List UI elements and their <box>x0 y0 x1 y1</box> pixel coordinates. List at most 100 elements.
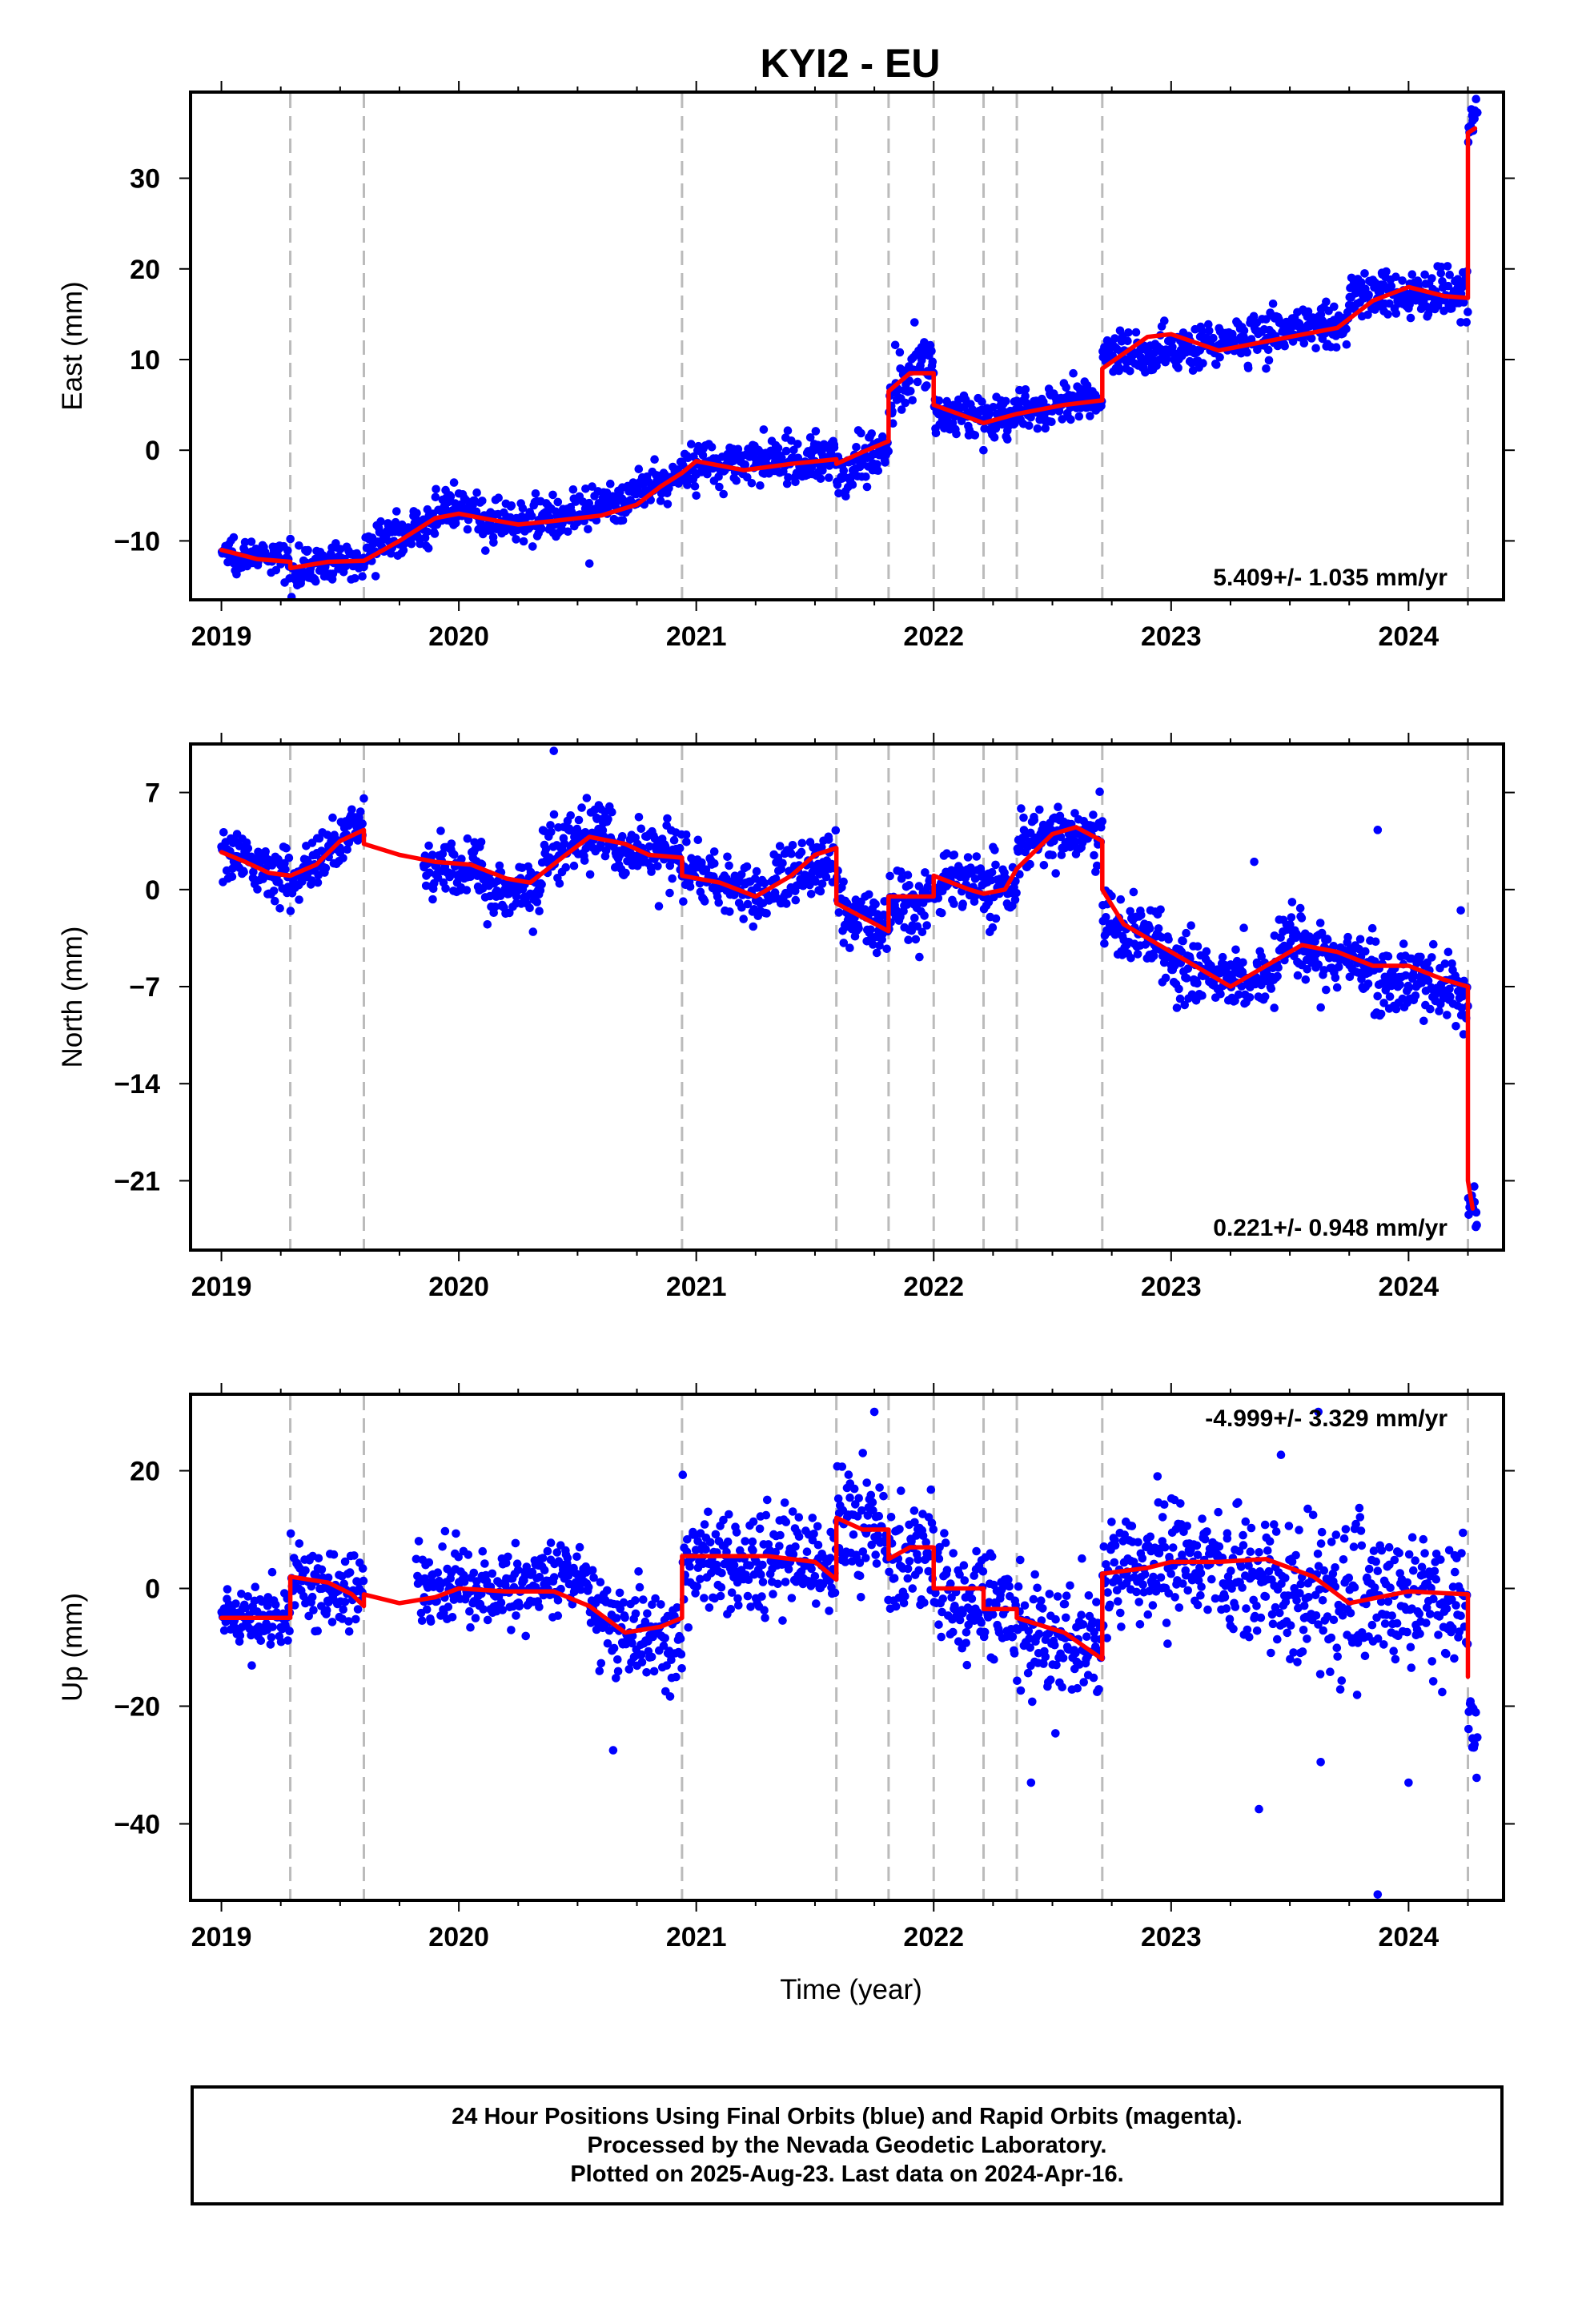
north-y-axis-label: North (mm) <box>57 927 88 1068</box>
data-point <box>1039 1659 1048 1668</box>
data-point <box>1131 913 1140 922</box>
data-point <box>1249 312 1259 321</box>
data-point <box>340 1557 350 1566</box>
data-point <box>1051 869 1060 878</box>
data-point <box>978 1567 988 1576</box>
data-point <box>787 1594 797 1602</box>
data-point <box>1252 1626 1262 1635</box>
data-point <box>934 396 944 405</box>
data-point <box>668 874 677 883</box>
data-point <box>862 482 872 492</box>
data-point <box>1420 270 1429 279</box>
y-tick-label: 0 <box>145 875 160 906</box>
data-point <box>269 887 279 895</box>
data-point <box>1062 383 1070 392</box>
data-point <box>431 493 440 502</box>
data-point <box>813 1540 823 1550</box>
data-point <box>491 902 500 911</box>
data-point <box>669 835 679 845</box>
data-point <box>987 868 997 877</box>
data-point <box>962 1660 972 1670</box>
data-point <box>1026 859 1034 869</box>
data-point <box>825 1554 835 1562</box>
data-point <box>1132 1587 1141 1597</box>
data-point <box>1215 1542 1224 1551</box>
data-point <box>734 1601 743 1610</box>
data-point <box>612 1674 620 1683</box>
data-point <box>1030 815 1039 825</box>
data-point <box>693 1582 701 1591</box>
data-point <box>1316 1003 1325 1012</box>
data-point <box>1127 1522 1137 1530</box>
data-point <box>839 939 849 947</box>
data-point <box>709 847 719 856</box>
data-point <box>460 1578 469 1586</box>
data-point <box>466 1622 475 1632</box>
data-point <box>732 476 741 485</box>
data-point <box>848 480 857 489</box>
data-point <box>647 867 656 876</box>
data-point <box>1008 1632 1018 1641</box>
data-point <box>839 466 849 475</box>
data-point <box>761 1614 769 1622</box>
data-point <box>1231 945 1240 955</box>
data-point <box>454 1552 463 1562</box>
data-point <box>904 935 913 944</box>
data-point <box>682 838 691 846</box>
data-point <box>253 885 262 894</box>
data-point <box>1183 964 1193 973</box>
data-point <box>561 862 570 872</box>
data-point <box>1089 810 1098 819</box>
data-point <box>267 1567 277 1577</box>
data-point <box>1023 1668 1033 1678</box>
data-point <box>1166 1569 1175 1578</box>
data-point <box>1297 914 1307 923</box>
data-point <box>515 1602 524 1611</box>
data-point <box>797 847 806 857</box>
data-point <box>1102 913 1110 922</box>
data-point <box>328 569 338 578</box>
data-point <box>1459 1030 1468 1039</box>
data-point <box>537 880 546 889</box>
data-point <box>243 1592 252 1601</box>
data-point <box>535 1602 544 1611</box>
data-point <box>1117 1622 1126 1631</box>
data-point <box>584 559 594 569</box>
data-point <box>1183 1586 1192 1595</box>
data-point <box>807 1564 816 1574</box>
data-point <box>1379 999 1388 1007</box>
data-point <box>743 472 752 482</box>
data-point <box>958 899 967 908</box>
data-point <box>1054 407 1064 416</box>
data-point <box>905 376 914 385</box>
data-point <box>615 850 624 860</box>
data-point <box>1263 1546 1272 1555</box>
data-point <box>1311 344 1320 353</box>
data-point <box>329 1550 339 1559</box>
data-point <box>885 1567 893 1577</box>
data-point <box>650 455 659 464</box>
data-point <box>663 500 673 509</box>
data-point <box>307 1592 317 1602</box>
data-point <box>901 398 910 408</box>
data-point <box>546 1538 556 1547</box>
data-point <box>428 850 437 859</box>
data-point <box>972 852 982 861</box>
data-point <box>301 1566 310 1575</box>
data-point <box>392 507 401 516</box>
data-point <box>808 1535 817 1545</box>
x-tick-label: 2020 <box>428 1272 489 1302</box>
data-point <box>1317 928 1327 938</box>
data-point <box>323 1573 333 1582</box>
data-point <box>1301 975 1311 984</box>
data-point <box>1270 1003 1279 1012</box>
data-point <box>747 479 757 488</box>
data-point <box>1028 1697 1037 1707</box>
data-point <box>1256 1613 1266 1622</box>
data-point <box>527 512 536 521</box>
data-point <box>493 876 503 886</box>
data-point <box>335 545 345 553</box>
data-point <box>1437 263 1446 271</box>
data-point <box>1161 973 1170 983</box>
data-point <box>1214 1507 1223 1517</box>
